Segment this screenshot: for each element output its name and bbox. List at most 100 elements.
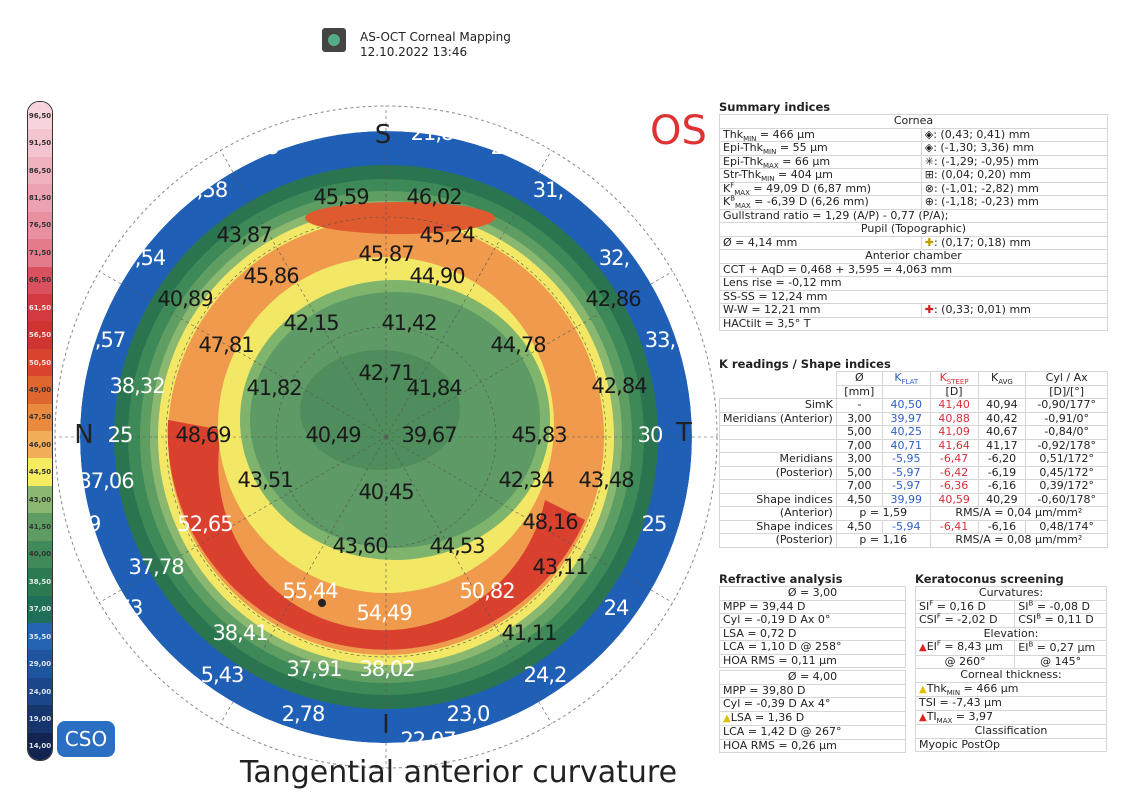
curvature-value: 41,84	[406, 376, 462, 400]
scale-step: 35,50	[28, 623, 52, 651]
edge-curvature-value: 21,8	[410, 121, 455, 145]
keratoconus-screening: Keratoconus screening Curvatures: SIF = …	[914, 572, 1107, 752]
thickness-header: Corneal thickness:	[915, 668, 1107, 683]
scale-step: 41,50	[28, 513, 52, 541]
curvature-value: 40,49	[305, 423, 361, 447]
refractive-d3-item: MPP = 39,44 D	[719, 599, 906, 614]
curvature-value: 44,90	[409, 264, 465, 288]
edge-curvature-value: 26,2	[490, 135, 535, 159]
lens-rise: Lens rise = -0,12 mm	[719, 276, 1108, 291]
scale-step: 56,50	[28, 321, 52, 349]
scale-step: 81,50	[28, 184, 52, 212]
curvature-value: 45,83	[511, 423, 567, 447]
curvature-value: 38,41	[212, 621, 268, 645]
curvature-value: 45,24	[419, 223, 475, 247]
eye-label: OS	[650, 108, 707, 154]
k-row: (Posterior) p = 1,16 RMS/A = 0,08 µm/mm²	[719, 533, 1109, 548]
curvature-value: 43,11	[532, 555, 588, 579]
edge-curvature-value: 23,0	[446, 702, 491, 726]
scale-step: 43,00	[28, 485, 52, 514]
tsi: TSI = -7,43 µm	[915, 696, 1107, 711]
meridian-line	[385, 436, 552, 724]
scale-step: 44,50	[28, 458, 52, 486]
k-readings: K readings / Shape indices Ø KFLAT KSTEE…	[719, 357, 1109, 548]
csi-b: CSIB = 0,11 D	[1014, 613, 1107, 628]
app-icon	[322, 28, 346, 52]
hdr-kflat: KFLAT	[881, 371, 931, 386]
ac-header: Anterior chamber	[719, 249, 1108, 264]
ring-6mm	[165, 216, 607, 658]
w-w: W-W = 12,21 mm	[719, 303, 922, 318]
curvature-value: 40,89	[157, 287, 213, 311]
k-row: Meridians (Anterior) 3,00 39,97 40,88 40,42-…	[719, 411, 1108, 426]
curvature-value: 39,67	[401, 423, 457, 447]
scale-step: 61,50	[28, 293, 52, 322]
report-datetime: 12.10.2022 13:46	[360, 45, 468, 59]
marker-icon: ⊞	[924, 168, 934, 181]
curvature-value: 42,84	[591, 374, 647, 398]
keratoconus-title: Keratoconus screening	[915, 572, 1064, 586]
summary-location: ◈: (-1,30; 3,36) mm	[920, 141, 1109, 156]
curvature-value: 37,06	[78, 469, 134, 493]
meridian-line	[99, 436, 387, 603]
scale-step: 86,50	[28, 156, 52, 185]
hdr-cyl: Cyl / Ax	[1025, 371, 1108, 386]
curvature-value: 46,02	[406, 185, 462, 209]
curvature-value: 43,87	[216, 223, 272, 247]
k-row: 7,00 -5,97 -6,36 -6,16 0,39/172°	[719, 479, 1108, 494]
pupil-pos: (0,17; 0,18) mm	[941, 235, 1031, 249]
ti-max: TIMAX = 3,97	[915, 709, 1107, 725]
marker-icon: ⊗	[924, 181, 934, 195]
summary-location: ◈: (0,43; 0,41) mm	[920, 127, 1109, 142]
scale-step: 47,50	[28, 403, 52, 432]
scale-step: 91,50	[28, 129, 52, 157]
classification-header: Classification	[915, 724, 1107, 739]
ww-center-icon: ✚	[924, 303, 934, 316]
refractive-d4-item: MPP = 39,80 D	[719, 683, 906, 698]
curvature-value: 41,82	[246, 376, 302, 400]
curvature-value: 38,32	[109, 374, 165, 398]
scale-step: 71,50	[28, 239, 52, 267]
refractive-d4-item: Ø = 4,00	[719, 670, 906, 685]
orientation-superior: S	[374, 120, 392, 150]
curvature-value: 50,82	[459, 579, 515, 603]
curvature-value: 54,49	[356, 601, 412, 625]
ei-f: EIF = 8,43 µm	[914, 640, 1016, 656]
curvature-value: 41,42	[381, 311, 437, 335]
ei-f-axis: @ 260°	[914, 654, 1016, 669]
edge-curvature-value: 24,2	[523, 663, 568, 687]
cct: CCT + AqD = 0,468 + 3,595 = 4,063 mm	[719, 262, 1108, 277]
si-f: SIF = 0,16 D	[914, 599, 1016, 614]
cso-logo: CSO	[57, 721, 115, 757]
curvature-value: 45,86	[243, 264, 299, 288]
curvature-value: 40,45	[358, 480, 414, 504]
summary-title: Summary indices	[719, 100, 831, 114]
curvature-value: 43,60	[332, 534, 388, 558]
curvature-value: 38,02	[359, 657, 415, 681]
hdr-diam: Ø	[835, 371, 883, 386]
edge-curvature-value: 2,78	[281, 702, 326, 726]
curvature-value: 43,51	[237, 468, 293, 492]
edge-curvature-value: ,58	[196, 178, 228, 202]
scale-step: 66,50	[28, 266, 52, 294]
refractive-d3-item: LCA = 1,10 D @ 258°	[719, 640, 906, 655]
hac-tilt: HACtilt = 3,5° T	[719, 316, 1108, 331]
meridian-line	[385, 271, 673, 438]
summary-location: ⊕: (-1,18; -0,23) mm	[920, 195, 1109, 210]
ss-ss: SS-SS = 12,24 mm	[719, 289, 1108, 304]
meridian-line	[385, 436, 673, 603]
edge-curvature-value: ,57	[94, 328, 126, 352]
summary-location: ⊗: (-1,01; -2,82) mm	[920, 181, 1109, 196]
zone-center-dark	[300, 350, 460, 470]
k-row: Shape indices 4,50 -5,94 -6,41 -6,16 0,48/174…	[719, 519, 1108, 534]
scale-step: 38,50	[28, 568, 52, 596]
summary-metric: Str-ThkMIN = 404 µm	[719, 168, 922, 183]
refractive-d4-item: HOA RMS = 0,26 µm	[719, 738, 906, 753]
k-row: (Posterior) 5,00 -5,97 -6,42 -6,19 0,45/172°	[719, 465, 1108, 480]
unit-mm: [mm]	[835, 384, 883, 399]
elevation-header: Elevation:	[915, 626, 1107, 641]
curvature-value: 42,15	[283, 311, 339, 335]
edge-curvature-value: 31,	[532, 178, 564, 202]
scale-step: 40,00	[28, 540, 52, 569]
gullstrand: Gullstrand ratio = 1,29 (A/P) - 0,77 (P/…	[719, 208, 1108, 223]
